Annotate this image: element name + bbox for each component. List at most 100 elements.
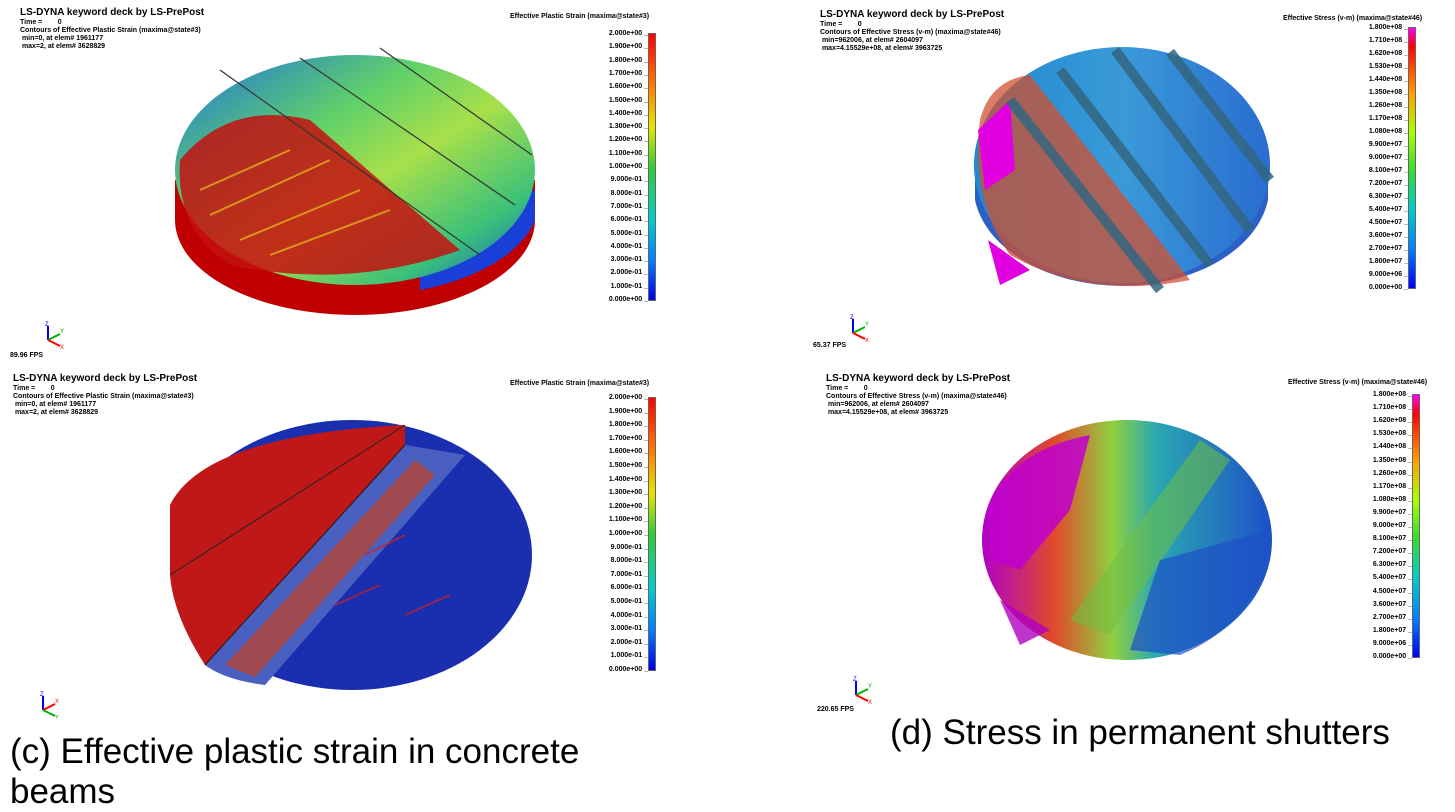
svg-text:X: X [865,338,869,343]
legend-tick-label: 6.000e-01 _ [610,584,648,592]
time-label: Time = 0 [820,20,862,28]
legend-tick-label: 6.300e+07 _ [1368,193,1408,200]
caption-c: (c) Effective plastic strain in concrete… [10,732,580,811]
color-legend: 2.000e+00 _ 1.900e+00 _ 1.800e+00 _ 1.700e+… [586,30,656,303]
legend-title: Effective Stress (v-m) (maxima@state#46) [1288,379,1428,386]
model-view[interactable] [970,40,1275,305]
legend-tick-label: 1.350e+08 _ [1368,89,1408,96]
fps-readout: 65.37 FPS [813,342,847,349]
time-label: Time = 0 [20,18,62,26]
contour-label: Contours of Effective Stress (v-m) (maxi… [826,392,1007,400]
legend-tick-label: 2.700e+07 _ [1372,613,1412,621]
max-label: max=2, at elem# 3628829 [20,42,106,50]
svg-text:Z: Z [40,692,44,698]
legend-tick-label: 1.800e+00 _ [608,56,648,64]
legend-tick-label: 1.500e+00 _ [608,462,648,469]
legend-tick-label: 1.300e+00 _ [608,489,648,497]
legend-tick-label: 1.800e+00 _ [608,421,648,429]
legend-tick-label: 1.620e+08 _ [1368,50,1408,57]
legend-title: Effective Stress (v-m) (maxima@state#46) [1283,15,1423,22]
legend-tick-label: 0.000e+00 _ [1372,653,1412,660]
legend-tick-label: 5.400e+07 _ [1368,206,1408,213]
svg-text:Y: Y [865,322,869,328]
svg-text:Z: Z [850,315,854,321]
caption-d: (d) Stress in permanent shutters [890,713,1390,752]
model-view[interactable] [980,420,1275,665]
svg-text:X: X [60,345,64,350]
app-title: LS-DYNA keyword deck by LS-PrePost [20,7,205,18]
legend-bar [648,397,656,671]
time-label: Time = 0 [826,384,868,392]
legend-tick-label: 4.000e-01 _ [610,611,648,619]
legend-tick-label: 0.000e+00 _ [1368,284,1408,291]
legend-tick-label: 1.200e+00 _ [608,136,648,144]
viewer-header: LS-DYNA keyword deck by LS-PrePost Time … [13,373,197,417]
min-label: min=962006, at elem# 2604097 [820,36,923,44]
legend-tick-label: 1.700e+00 _ [608,434,648,442]
svg-text:Y: Y [868,684,872,690]
legend-tick-label: 1.900e+00 _ [608,407,648,415]
legend-tick-label: 1.440e+08 _ [1368,76,1408,83]
legend-tick-label: 7.200e+07 _ [1368,180,1408,187]
min-label: min=962006, at elem# 2604097 [826,400,929,408]
legend-tick-label: 1.100e+00 _ [608,516,648,524]
legend-tick-label: 1.200e+00 _ [608,502,648,510]
legend-title: Effective Plastic Strain (maxima@state#3… [510,380,650,387]
color-legend: 2.000e+00 _ 1.900e+00 _ 1.800e+00 _ 1.700e+… [586,394,656,673]
legend-tick-label: 5.000e-01 _ [610,598,648,605]
legend-tick-label: 8.000e-01 _ [610,557,648,565]
time-label: Time = 0 [13,384,55,392]
model-view[interactable] [170,40,540,315]
panel-a: LS-DYNA keyword deck by LS-PrePost Time … [0,0,700,365]
app-title: LS-DYNA keyword deck by LS-PrePost [826,373,1011,384]
legend-tick-label: 9.900e+07 _ [1372,508,1412,516]
legend-tick-label: 9.000e-01 _ [610,543,648,551]
contour-label: Contours of Effective Stress (v-m) (maxi… [820,28,1001,36]
legend-tick-label: 1.000e-01 _ [610,282,648,290]
max-label: max=4.15529e+08, at elem# 3963725 [820,44,943,52]
legend-tick-label: 2.000e+00 _ [608,30,648,37]
legend-tick-label: 1.260e+08 _ [1368,102,1408,109]
panel-c: LS-DYNA keyword deck by LS-PrePost Time … [0,365,700,811]
legend-tick-label: 0.000e+00 _ [608,296,648,303]
legend-tick-label: 8.000e-01 _ [610,189,648,197]
legend-tick-label: 1.080e+08 _ [1368,128,1408,135]
svg-text:X: X [55,699,59,705]
legend-tick-label: 0.000e+00 _ [608,666,648,673]
legend-tick-label: 1.000e+00 _ [608,163,648,170]
model-view[interactable] [165,415,540,700]
legend-tick-label: 1.500e+00 _ [608,96,648,104]
legend-tick-label: 6.000e-01 _ [610,216,648,224]
legend-tick-label: 7.200e+07 _ [1372,548,1412,556]
legend-tick-label: 1.530e+08 _ [1372,430,1412,438]
legend-tick-label: 1.170e+08 _ [1368,115,1408,122]
svg-text:Z: Z [853,677,857,683]
legend-tick-label: 3.600e+07 _ [1372,600,1412,608]
axis-triad: Z Y X [40,320,70,351]
legend-tick-label: 1.800e+07 _ [1372,626,1412,634]
legend-tick-label: 1.710e+08 _ [1372,404,1412,412]
color-legend: 1.800e+08 _ 1.710e+08 _ 1.620e+08 _ 1.530e+… [1346,24,1416,291]
legend-tick-label: 1.700e+00 _ [608,69,648,77]
legend-tick-label: 1.530e+08 _ [1368,63,1408,70]
legend-tick-label: 1.710e+08 _ [1368,37,1408,44]
legend-tick-label: 8.100e+07 _ [1372,535,1412,543]
legend-tick-label: 1.170e+08 _ [1372,482,1412,490]
axis-triad: Z X Y [35,690,65,721]
legend-tick-label: 1.260e+08 _ [1372,469,1412,477]
panel-d: LS-DYNA keyword deck by LS-PrePost Time … [800,365,1455,810]
viewer-header: LS-DYNA keyword deck by LS-PrePost Time … [20,7,204,51]
svg-text:Y: Y [55,715,59,720]
legend-tick-label: 1.620e+08 _ [1372,417,1412,425]
app-title: LS-DYNA keyword deck by LS-PrePost [13,373,198,384]
legend-tick-label: 1.100e+00 _ [608,149,648,157]
legend-tick-label: 1.800e+08 _ [1368,24,1408,31]
legend-tick-label: 3.000e-01 _ [610,256,648,264]
legend-tick-label: 8.100e+07 _ [1368,167,1408,174]
legend-tick-label: 2.000e+00 _ [608,394,648,401]
legend-bar [1412,394,1420,658]
app-title: LS-DYNA keyword deck by LS-PrePost [820,9,1005,20]
color-legend: 1.800e+08 _ 1.710e+08 _ 1.620e+08 _ 1.530e+… [1350,391,1420,660]
legend-tick-label: 2.000e-01 _ [610,638,648,646]
legend-tick-label: 9.000e-01 _ [610,176,648,184]
